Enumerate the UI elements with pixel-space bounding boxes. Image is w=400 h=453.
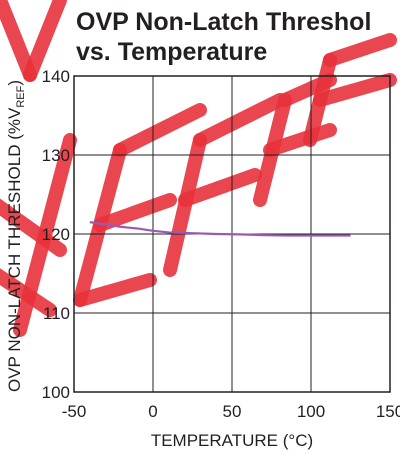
y-tick-label: 130 xyxy=(42,146,70,165)
chart-title-line2: vs. Temperature xyxy=(76,38,267,66)
x-tick-label: 0 xyxy=(148,402,157,421)
watermark-stroke xyxy=(23,0,67,82)
x-axis-label: TEMPERATURE (°C) xyxy=(151,431,313,450)
watermark xyxy=(0,0,397,337)
watermark-stroke xyxy=(113,103,207,157)
watermark-stroke xyxy=(0,0,37,82)
y-tick-label: 120 xyxy=(42,225,70,244)
y-tick-label: 100 xyxy=(42,383,70,402)
plot-frame xyxy=(73,75,391,393)
y-tick-labels: 100 110 120 130 140 xyxy=(42,67,70,402)
y-tick-label: 110 xyxy=(43,304,70,323)
watermark-stroke xyxy=(0,198,67,257)
x-tick-label: -50 xyxy=(62,402,87,421)
x-tick-label: 100 xyxy=(297,402,325,421)
y-axis-label-end: ) xyxy=(5,80,24,86)
watermark-stroke xyxy=(323,33,397,67)
series-layer xyxy=(89,221,351,237)
y-axis-label: OVP NON-LATCH THRESHOLD (%VREF) xyxy=(5,80,27,392)
y-axis-label-sub: REF xyxy=(15,85,27,107)
watermark-stroke xyxy=(178,168,262,207)
watermark-stroke xyxy=(313,73,397,107)
watermark-stroke xyxy=(263,123,337,157)
watermark-stroke xyxy=(0,268,57,317)
x-tick-label: 50 xyxy=(223,402,242,421)
x-tick-label: 150 xyxy=(376,402,400,421)
chart-title-line1: OVP Non-Latch Threshol xyxy=(76,8,371,36)
y-tick-label: 140 xyxy=(42,67,70,86)
watermark-stroke xyxy=(93,193,177,232)
x-tick-labels: -50 0 50 100 150 xyxy=(62,402,400,421)
y-axis-label-main: OVP NON-LATCH THRESHOLD (%V xyxy=(5,107,24,392)
series-line xyxy=(89,221,351,237)
watermark-stroke xyxy=(73,273,157,307)
watermark-stroke xyxy=(193,93,287,147)
